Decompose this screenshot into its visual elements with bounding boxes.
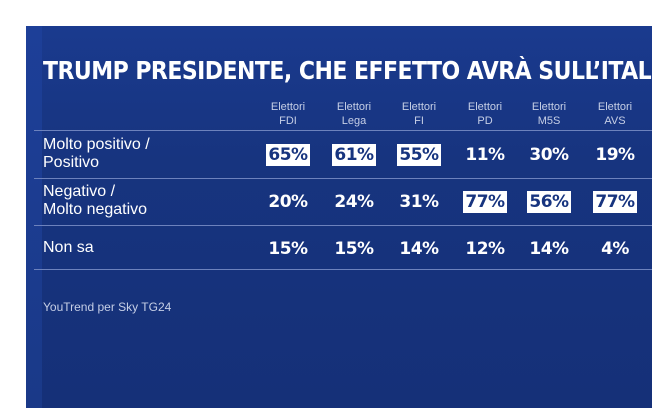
column-header-line1: Elettori [401, 101, 437, 113]
cell-positive-lega: 61% [324, 144, 384, 166]
column-header-line1: Elettori [270, 101, 306, 113]
cell-dont-know-lega: 15% [324, 238, 384, 260]
cell-dont-know-fi: 14% [389, 238, 449, 260]
column-header-line2: PD [477, 115, 493, 127]
row-label-line1: Molto positivo / [43, 136, 150, 153]
column-header-avs: Elettori AVS [585, 100, 645, 128]
value-label: 15% [268, 239, 308, 259]
value-label: 14% [399, 239, 439, 259]
value-label: 12% [465, 239, 505, 259]
row-label-dont-know: Non sa [43, 239, 94, 257]
cell-positive-pd: 11% [455, 144, 515, 166]
cell-negative-pd: 77% [455, 191, 515, 213]
value-label: 11% [465, 145, 505, 165]
cell-positive-fi: 55% [389, 144, 449, 166]
row-label-line1: Negativo / [43, 183, 116, 200]
highlighted-value: 55% [397, 144, 441, 166]
value-label: 15% [334, 239, 374, 259]
cell-negative-lega: 24% [324, 191, 384, 213]
cell-negative-avs: 77% [585, 191, 645, 213]
background-panel [26, 26, 652, 408]
column-header-line1: Elettori [597, 101, 633, 113]
column-header-fi: Elettori FI [389, 100, 449, 128]
highlighted-value: 61% [332, 144, 376, 166]
chart-title: TRUMP PRESIDENTE, CHE EFFETTO AVRÀ SULL’… [43, 56, 652, 85]
value-label: 14% [529, 239, 569, 259]
row-divider [34, 178, 652, 179]
cell-negative-m5s: 56% [519, 191, 579, 213]
value-label: 24% [334, 192, 374, 212]
row-label-negative: Negativo / Molto negativo [43, 183, 147, 219]
row-divider [34, 225, 652, 226]
column-header-line2: FDI [279, 115, 297, 127]
cell-dont-know-m5s: 14% [519, 238, 579, 260]
highlighted-value: 56% [527, 191, 571, 213]
cell-positive-m5s: 30% [519, 144, 579, 166]
value-label: 4% [601, 239, 629, 259]
row-divider [34, 269, 652, 270]
column-header-line1: Elettori [467, 101, 503, 113]
cell-dont-know-pd: 12% [455, 238, 515, 260]
column-header-fdi: Elettori FDI [258, 100, 318, 128]
column-header-line1: Elettori [531, 101, 567, 113]
value-label: 20% [268, 192, 308, 212]
column-header-m5s: Elettori M5S [519, 100, 579, 128]
cell-negative-fi: 31% [389, 191, 449, 213]
column-header-line2: M5S [537, 115, 561, 127]
cell-positive-avs: 19% [585, 144, 645, 166]
source-credit: YouTrend per Sky TG24 [43, 300, 172, 314]
row-label-line2: Positivo [43, 154, 100, 171]
column-header-line2: Lega [341, 115, 367, 127]
cell-dont-know-fdi: 15% [258, 238, 318, 260]
column-header-line2: FI [414, 115, 424, 127]
highlighted-value: 77% [593, 191, 637, 213]
column-header-line2: AVS [604, 115, 626, 127]
column-header-lega: Elettori Lega [324, 100, 384, 128]
cell-dont-know-avs: 4% [585, 238, 645, 260]
row-label-positive: Molto positivo / Positivo [43, 136, 150, 172]
cell-negative-fdi: 20% [258, 191, 318, 213]
cell-positive-fdi: 65% [258, 144, 318, 166]
value-label: 30% [529, 145, 569, 165]
column-header-line1: Elettori [336, 101, 372, 113]
highlighted-value: 65% [266, 144, 310, 166]
left-accent-strip [26, 26, 42, 408]
row-divider [34, 130, 652, 131]
column-header-pd: Elettori PD [455, 100, 515, 128]
row-label-line2: Molto negativo [43, 201, 148, 218]
highlighted-value: 77% [463, 191, 507, 213]
value-label: 31% [399, 192, 439, 212]
row-label-line1: Non sa [43, 239, 94, 256]
value-label: 19% [595, 145, 635, 165]
